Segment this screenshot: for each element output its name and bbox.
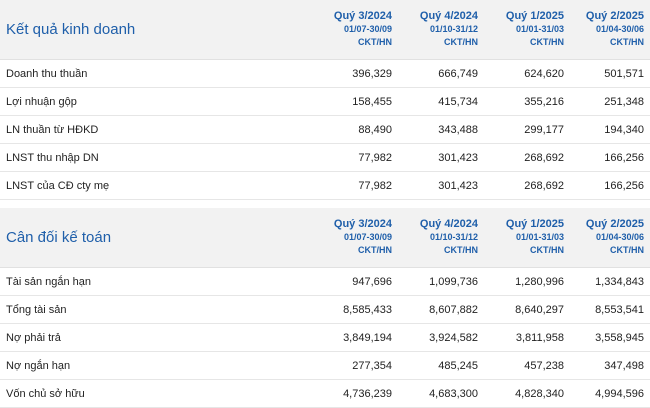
row-value: 299,177 xyxy=(524,123,564,136)
row-value: 457,238 xyxy=(524,359,564,372)
period-range: 01/04-30/06 xyxy=(595,232,644,242)
table-row: Nợ phải trả 3,849,194 3,924,582 3,811,95… xyxy=(0,324,650,352)
period-col-1: Quý 3/2024 01/07-30/09 CKT/HN xyxy=(308,10,394,49)
period-quarter: Quý 3/2024 xyxy=(333,218,392,230)
period-range: 01/04-30/06 xyxy=(595,24,644,34)
table-row: Tổng tài sản 8,585,433 8,607,882 8,640,2… xyxy=(0,296,650,324)
period-quarter: Quý 3/2024 xyxy=(333,10,392,22)
period-col-1: Quý 3/2024 01/07-30/09 CKT/HN xyxy=(308,218,394,257)
row-value: 4,994,596 xyxy=(595,387,644,400)
row-value: 8,553,541 xyxy=(595,303,644,316)
row-value: 485,245 xyxy=(438,359,478,372)
period-unit: CKT/HN xyxy=(530,245,564,255)
period-unit: CKT/HN xyxy=(358,37,392,47)
row-label: Tài sản ngắn hạn xyxy=(6,275,92,288)
row-value: 3,849,194 xyxy=(343,331,392,344)
row-value: 301,423 xyxy=(438,151,478,164)
row-value: 3,811,958 xyxy=(515,331,564,344)
row-label: Lợi nhuận gộp xyxy=(6,95,77,108)
period-range: 01/10-31/12 xyxy=(429,232,478,242)
period-quarter: Quý 2/2025 xyxy=(585,10,644,22)
period-range: 01/07-30/09 xyxy=(343,24,392,34)
table-row: Vốn chủ sở hữu 4,736,239 4,683,300 4,828… xyxy=(0,380,650,408)
period-quarter: Quý 2/2025 xyxy=(585,218,644,230)
row-label: Nợ ngắn hạn xyxy=(6,359,71,372)
balance-title: Cân đối kế toán xyxy=(6,229,112,246)
row-value: 8,585,433 xyxy=(343,303,392,316)
row-value: 194,340 xyxy=(604,123,644,136)
table-row: Doanh thu thuần 396,329 666,749 624,620 … xyxy=(0,60,650,88)
row-label: LNST của CĐ cty mẹ xyxy=(6,179,110,192)
period-quarter: Quý 1/2025 xyxy=(505,10,564,22)
row-value: 88,490 xyxy=(358,123,392,136)
row-value: 8,607,882 xyxy=(429,303,478,316)
period-range: 01/01-31/03 xyxy=(515,24,564,34)
row-value: 77,982 xyxy=(358,151,392,164)
period-range: 01/01-31/03 xyxy=(515,232,564,242)
row-value: 8,640,297 xyxy=(515,303,564,316)
row-value: 251,348 xyxy=(604,95,644,108)
period-unit: CKT/HN xyxy=(358,245,392,255)
row-value: 1,099,736 xyxy=(429,275,478,288)
row-value: 4,736,239 xyxy=(343,387,392,400)
row-value: 1,334,843 xyxy=(595,275,644,288)
row-label: LN thuần từ HĐKD xyxy=(6,123,99,136)
table-row: LNST thu nhập DN 77,982 301,423 268,692 … xyxy=(0,144,650,172)
row-value: 268,692 xyxy=(524,179,564,192)
row-value: 166,256 xyxy=(604,151,644,164)
table-row: Lợi nhuận gộp 158,455 415,734 355,216 25… xyxy=(0,88,650,116)
row-label: Tổng tài sản xyxy=(6,303,67,316)
period-quarter: Quý 4/2024 xyxy=(419,10,478,22)
section-gap xyxy=(0,200,650,208)
row-value: 666,749 xyxy=(438,67,478,80)
row-value: 268,692 xyxy=(524,151,564,164)
row-value: 355,216 xyxy=(524,95,564,108)
table-row: LN thuần từ HĐKD 88,490 343,488 299,177 … xyxy=(0,116,650,144)
row-value: 301,423 xyxy=(438,179,478,192)
period-col-4: Quý 2/2025 01/04-30/06 CKT/HN xyxy=(566,218,650,257)
table-row: Nợ ngắn hạn 277,354 485,245 457,238 347,… xyxy=(0,352,650,380)
row-value: 1,280,996 xyxy=(515,275,564,288)
period-quarter: Quý 1/2025 xyxy=(505,218,564,230)
row-label: LNST thu nhập DN xyxy=(6,151,99,164)
row-label: Vốn chủ sở hữu xyxy=(6,387,85,400)
period-unit: CKT/HN xyxy=(444,245,478,255)
table-row: LNST của CĐ cty mẹ 77,982 301,423 268,69… xyxy=(0,172,650,200)
row-label: Nợ phải trả xyxy=(6,331,61,344)
row-value: 4,683,300 xyxy=(429,387,478,400)
income-title: Kết quả kinh doanh xyxy=(6,21,136,38)
row-value: 501,571 xyxy=(604,67,644,80)
income-header: Kết quả kinh doanh Quý 3/2024 01/07-30/09… xyxy=(0,0,650,60)
period-unit: CKT/HN xyxy=(610,37,644,47)
period-col-2: Quý 4/2024 01/10-31/12 CKT/HN xyxy=(394,218,480,257)
balance-header: Cân đối kế toán Quý 3/2024 01/07-30/09 CKT… xyxy=(0,208,650,268)
row-value: 77,982 xyxy=(358,179,392,192)
row-value: 4,828,340 xyxy=(515,387,564,400)
row-value: 947,696 xyxy=(352,275,392,288)
row-value: 624,620 xyxy=(524,67,564,80)
period-col-2: Quý 4/2024 01/10-31/12 CKT/HN xyxy=(394,10,480,49)
row-value: 347,498 xyxy=(604,359,644,372)
row-value: 396,329 xyxy=(352,67,392,80)
period-col-3: Quý 1/2025 01/01-31/03 CKT/HN xyxy=(480,10,566,49)
balance-sheet-section: Cân đối kế toán Quý 3/2024 01/07-30/09 CKT… xyxy=(0,208,650,408)
period-col-3: Quý 1/2025 01/01-31/03 CKT/HN xyxy=(480,218,566,257)
period-range: 01/10-31/12 xyxy=(429,24,478,34)
row-value: 415,734 xyxy=(438,95,478,108)
table-row: Tài sản ngắn hạn 947,696 1,099,736 1,280… xyxy=(0,268,650,296)
period-range: 01/07-30/09 xyxy=(343,232,392,242)
row-value: 158,455 xyxy=(352,95,392,108)
income-statement-section: Kết quả kinh doanh Quý 3/2024 01/07-30/09… xyxy=(0,0,650,200)
period-col-4: Quý 2/2025 01/04-30/06 CKT/HN xyxy=(566,10,650,49)
period-unit: CKT/HN xyxy=(610,245,644,255)
period-quarter: Quý 4/2024 xyxy=(419,218,478,230)
row-value: 3,558,945 xyxy=(595,331,644,344)
row-label: Doanh thu thuần xyxy=(6,67,88,80)
period-unit: CKT/HN xyxy=(530,37,564,47)
row-value: 343,488 xyxy=(438,123,478,136)
row-value: 166,256 xyxy=(604,179,644,192)
row-value: 3,924,582 xyxy=(429,331,478,344)
period-unit: CKT/HN xyxy=(444,37,478,47)
row-value: 277,354 xyxy=(352,359,392,372)
